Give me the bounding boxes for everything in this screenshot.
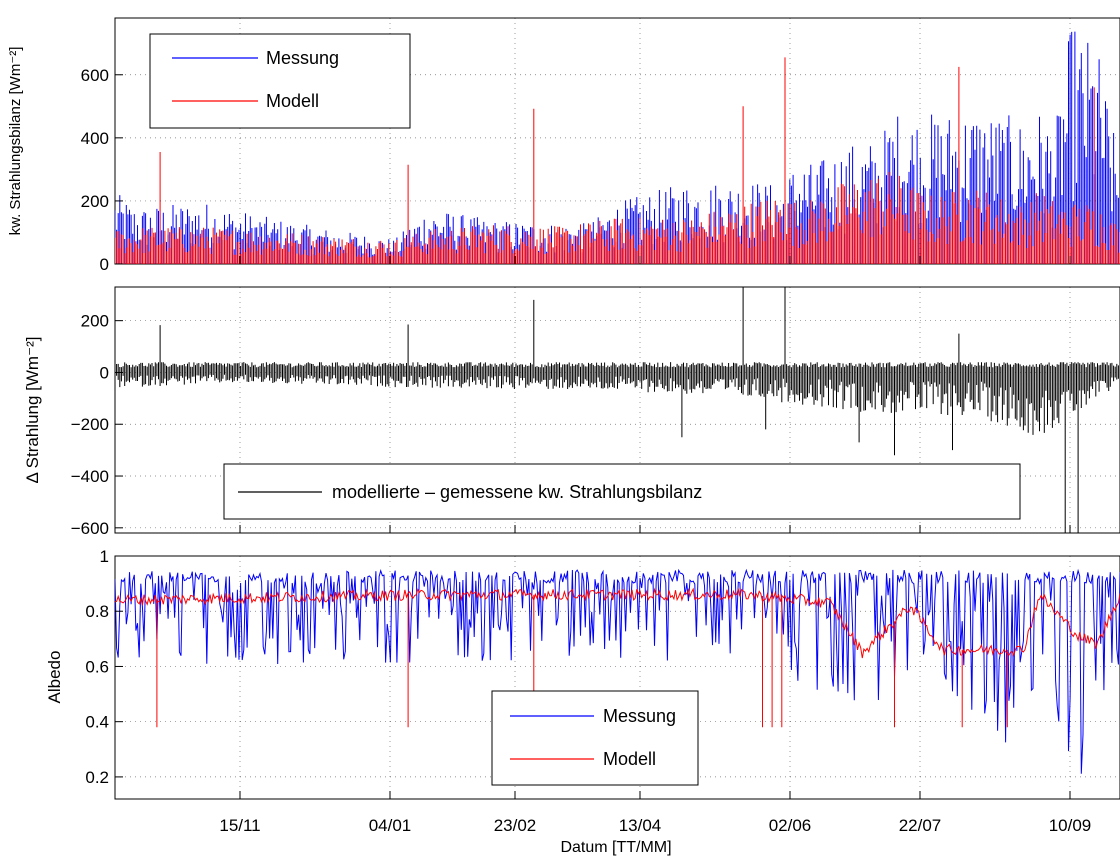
series-albedo-messung	[115, 568, 1120, 774]
x-tick-label: 22/07	[899, 816, 942, 835]
difference-panel: −600 −400 −200 0 200 Δ Strahlung [Wm⁻²] mode…	[23, 286, 1120, 538]
difference-legend-box	[223, 463, 1021, 520]
radiation-ytick-label: 0	[100, 255, 109, 274]
albedo-legend-box	[491, 690, 699, 786]
legend-label-messung: Messung	[266, 48, 339, 68]
difference-ytick-label: −200	[71, 415, 109, 434]
legend-label-modell: Modell	[266, 91, 319, 111]
x-tick-label: 02/06	[769, 816, 812, 835]
difference-ytick-label: −400	[71, 467, 109, 486]
radiation-ylabel: kw. Strahlungsbilanz [Wm⁻²]	[7, 47, 24, 236]
radiation-legend: Messung Modell	[149, 33, 411, 129]
albedo-ytick-layer: 0.2 0.4 0.6 0.8 1	[85, 547, 1071, 799]
x-tick-labels: 15/11 04/01 23/02 13/04 02/06 22/07 10/0…	[219, 816, 1091, 835]
albedo-ytick-label: 0.6	[85, 657, 109, 676]
radiation-ytick-layer: 0 200 400 600	[81, 66, 1071, 274]
albedo-ytick-label: 0.4	[85, 713, 109, 732]
series-difference	[115, 287, 1120, 533]
x-axis-label: Datum [TT/MM]	[560, 839, 671, 856]
difference-legend: modellierte – gemessene kw. Strahlungsbi…	[223, 463, 1021, 520]
series-modell	[115, 57, 1120, 264]
legend-label-difference: modellierte – gemessene kw. Strahlungsbi…	[332, 482, 702, 502]
difference-ytick-label: 200	[81, 312, 109, 331]
radiation-ytick-label: 600	[81, 66, 109, 85]
albedo-series-layer	[115, 568, 1120, 774]
radiation-legend-box	[149, 33, 411, 129]
x-tick-label: 13/04	[619, 816, 662, 835]
difference-ytick-layer: −600 −400 −200 0 200	[71, 312, 1071, 538]
x-tick-label: 23/02	[494, 816, 537, 835]
radiation-grid-layer	[115, 18, 1120, 265]
albedo-ylabel: Albedo	[45, 651, 64, 704]
difference-ytick-label: 0	[100, 363, 109, 382]
albedo-legend: Messung Modell	[491, 690, 699, 786]
series-albedo-modell	[115, 587, 1120, 728]
albedo-ytick-label: 0.8	[85, 602, 109, 621]
difference-ytick-label: −600	[71, 519, 109, 538]
difference-ylabel: Δ Strahlung [Wm⁻²]	[23, 337, 42, 484]
difference-series-layer	[115, 287, 1120, 533]
radiation-series-layer	[115, 31, 1120, 264]
legend-label-albedo-messung: Messung	[603, 706, 676, 726]
radiation-ytick-label: 400	[81, 129, 109, 148]
albedo-ytick-label: 0.2	[85, 768, 109, 787]
x-tick-label: 04/01	[369, 816, 412, 835]
x-tick-label: 10/09	[1049, 816, 1092, 835]
albedo-ytick-label: 1	[100, 547, 109, 566]
radiation-ytick-label: 200	[81, 192, 109, 211]
radiation-panel: 0 200 400 600 kw. Strahlungsbilanz [Wm⁻²] M…	[7, 17, 1120, 274]
albedo-panel: 0.2 0.4 0.6 0.8 1 Albedo Messung Modell	[45, 547, 1120, 800]
albedo-grid-layer	[115, 555, 1120, 799]
legend-label-albedo-modell: Modell	[603, 749, 656, 769]
x-tick-label: 15/11	[219, 816, 260, 835]
